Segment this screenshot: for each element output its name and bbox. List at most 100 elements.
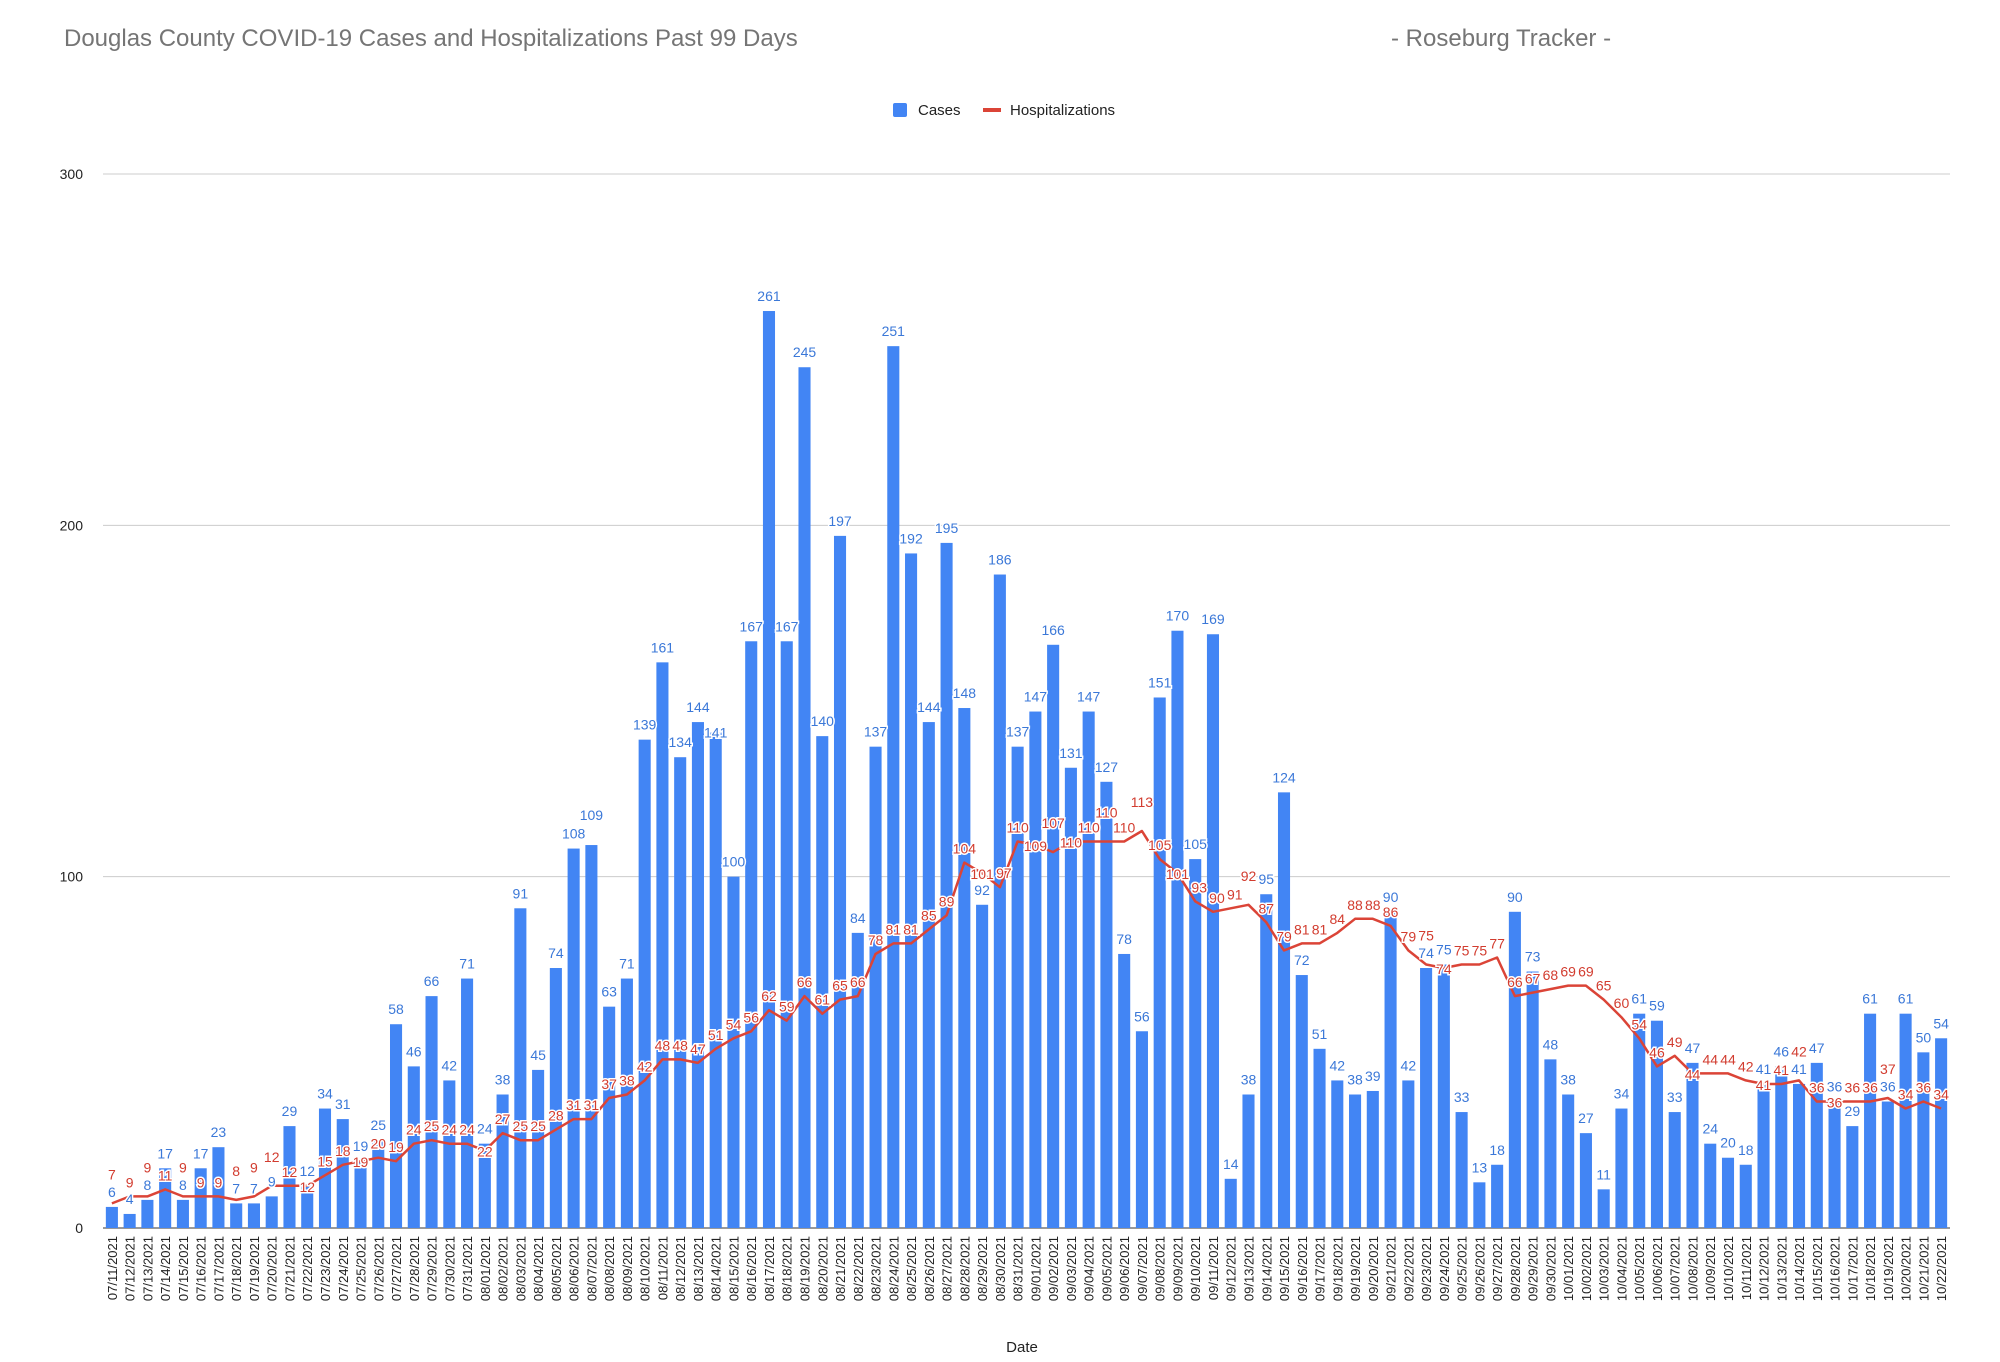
x-tick-label: 09/30/2021 xyxy=(1543,1236,1558,1301)
bar-cases xyxy=(1206,634,1220,1228)
bar-cases xyxy=(1082,711,1095,1228)
data-label-hospitalizations: 44 xyxy=(1720,1051,1736,1067)
data-label-hospitalizations: 81 xyxy=(1312,921,1328,937)
bar-cases xyxy=(514,908,527,1228)
data-label-hospitalizations: 67 xyxy=(1525,971,1541,987)
data-label-cases: 47 xyxy=(1685,1040,1701,1056)
data-label-cases: 47 xyxy=(1809,1040,1825,1056)
data-label-hospitalizations: 36 xyxy=(1827,1095,1843,1111)
x-tick-label: 07/14/2021 xyxy=(158,1236,173,1301)
data-label-hospitalizations: 42 xyxy=(1738,1058,1754,1074)
data-label-hospitalizations: 110 xyxy=(1006,820,1029,836)
bar-cases xyxy=(762,311,776,1228)
x-tick-label: 07/23/2021 xyxy=(318,1236,333,1301)
x-tick-label: 08/25/2021 xyxy=(904,1236,919,1301)
x-tick-label: 10/10/2021 xyxy=(1721,1236,1736,1301)
bar-cases xyxy=(993,574,1006,1228)
data-label-cases: 20 xyxy=(1720,1135,1736,1151)
data-label-hospitalizations: 78 xyxy=(868,932,884,948)
data-label-cases: 11 xyxy=(1596,1166,1611,1182)
bar-cases xyxy=(1562,1094,1575,1228)
data-label-hospitalizations: 97 xyxy=(996,865,1012,881)
x-tick-label: 08/09/2021 xyxy=(620,1236,635,1301)
x-tick-label: 07/13/2021 xyxy=(140,1236,155,1301)
bar-cases xyxy=(1420,968,1433,1228)
data-label-cases: 38 xyxy=(1347,1071,1363,1087)
x-tick-label: 09/29/2021 xyxy=(1526,1236,1541,1301)
data-label-hospitalizations: 47 xyxy=(690,1041,706,1057)
data-label-cases: 4 xyxy=(126,1191,134,1207)
data-label-cases: 25 xyxy=(370,1117,386,1133)
legend-label-cases: Cases xyxy=(918,102,961,119)
data-label-hospitalizations: 9 xyxy=(179,1159,187,1175)
data-label-cases: 192 xyxy=(899,530,923,546)
data-label-cases: 61 xyxy=(1862,991,1878,1007)
x-tick-label: 09/22/2021 xyxy=(1401,1236,1416,1301)
x-tick-label: 08/20/2021 xyxy=(815,1236,830,1301)
data-label-hospitalizations: 48 xyxy=(672,1037,688,1053)
data-label-cases: 167 xyxy=(740,618,764,634)
data-label-cases: 134 xyxy=(669,734,693,750)
data-label-cases: 34 xyxy=(317,1086,333,1102)
x-tick-label: 10/20/2021 xyxy=(1899,1236,1914,1301)
bar-cases xyxy=(1455,1112,1468,1228)
bar-cases xyxy=(816,736,829,1228)
data-label-cases: 19 xyxy=(353,1138,369,1154)
x-tick-label: 07/15/2021 xyxy=(176,1236,191,1301)
data-label-hospitalizations: 36 xyxy=(1845,1080,1861,1096)
y-tick-label: 200 xyxy=(60,517,84,533)
data-label-cases: 58 xyxy=(388,1001,404,1017)
x-tick-label: 09/02/2021 xyxy=(1046,1236,1061,1301)
bar-cases xyxy=(1118,953,1131,1228)
bar-cases xyxy=(798,367,811,1228)
x-tick-label: 10/21/2021 xyxy=(1916,1236,1931,1301)
bar-cases xyxy=(1331,1080,1344,1228)
data-label-cases: 91 xyxy=(513,885,529,901)
data-label-cases: 141 xyxy=(704,725,728,741)
bar-cases xyxy=(265,1196,278,1228)
x-tick-label: 08/19/2021 xyxy=(798,1236,813,1301)
data-label-hospitalizations: 68 xyxy=(1543,967,1559,983)
bar-cases xyxy=(585,845,598,1228)
data-label-hospitalizations: 12 xyxy=(299,1179,315,1195)
bar-cases xyxy=(1899,1013,1912,1228)
data-label-hospitalizations: 19 xyxy=(353,1154,369,1170)
data-label-cases: 33 xyxy=(1454,1089,1470,1105)
data-label-hospitalizations: 74 xyxy=(1436,961,1452,977)
x-tick-label: 08/10/2021 xyxy=(638,1236,653,1301)
data-label-cases: 33 xyxy=(1667,1089,1683,1105)
x-tick-label: 09/15/2021 xyxy=(1277,1236,1292,1301)
bar-cases xyxy=(247,1203,260,1228)
x-tick-label: 08/18/2021 xyxy=(780,1236,795,1301)
x-tick-label: 08/02/2021 xyxy=(496,1236,511,1301)
bar-cases xyxy=(1260,894,1273,1228)
x-tick-label: 10/16/2021 xyxy=(1828,1236,1843,1301)
bar-cases xyxy=(443,1080,456,1228)
data-label-hospitalizations: 75 xyxy=(1454,943,1470,959)
x-tick-label: 08/31/2021 xyxy=(1011,1236,1026,1301)
data-label-hospitalizations: 36 xyxy=(1809,1080,1825,1096)
bar-cases xyxy=(833,535,847,1228)
data-label-cases: 109 xyxy=(580,807,604,823)
data-label-cases: 74 xyxy=(1418,945,1434,961)
data-label-hospitalizations: 66 xyxy=(797,974,813,990)
data-label-cases: 170 xyxy=(1166,608,1190,624)
data-label-cases: 7 xyxy=(250,1180,258,1196)
x-tick-label: 09/01/2021 xyxy=(1028,1236,1043,1301)
bar-cases xyxy=(1242,1094,1255,1228)
x-tick-label: 09/13/2021 xyxy=(1241,1236,1256,1301)
data-label-hospitalizations: 27 xyxy=(495,1111,511,1127)
data-label-cases: 36 xyxy=(1827,1079,1843,1095)
data-label-cases: 38 xyxy=(1560,1071,1576,1087)
bar-cases xyxy=(691,722,704,1228)
data-label-hospitalizations: 9 xyxy=(197,1174,205,1190)
data-label-hospitalizations: 65 xyxy=(832,978,848,994)
bar-cases xyxy=(1668,1112,1681,1228)
data-label-hospitalizations: 49 xyxy=(1667,1034,1683,1050)
legend-label-hospitalizations: Hospitalizations xyxy=(1010,102,1115,119)
data-label-hospitalizations: 79 xyxy=(1276,928,1292,944)
data-label-cases: 42 xyxy=(442,1057,458,1073)
bar-cases xyxy=(1615,1108,1628,1228)
data-label-cases: 17 xyxy=(193,1145,209,1161)
